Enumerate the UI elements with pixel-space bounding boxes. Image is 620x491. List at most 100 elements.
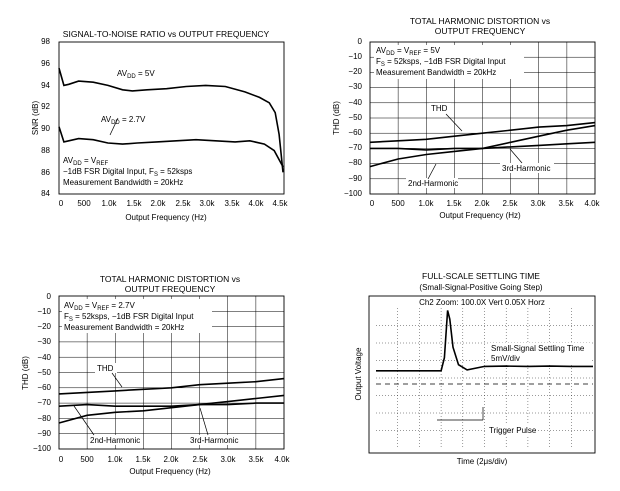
thd-5v-y-tick-label: −20 bbox=[348, 67, 362, 76]
thd-2v7-3rd-label: 3rd-Harmonic bbox=[190, 436, 238, 445]
thd-2v7-3rd-harmonic-curve bbox=[58, 402, 284, 407]
thd-5v-condition-2: FS = 52ksps, −1dB FSR Digital Input bbox=[376, 57, 506, 68]
snr-x-ticks: 0 500 1.0k 1.5k 2.0k 2.5k 3.0k 3.5k 4.0k… bbox=[59, 199, 289, 208]
thd-2v7-conditions-box bbox=[62, 299, 212, 333]
thd-5v-plot-frame bbox=[369, 41, 596, 195]
thd-5v-label-bg bbox=[429, 103, 451, 113]
snr-x-tick-label: 0 bbox=[59, 199, 64, 208]
thd-2v7-x-tick-label: 1.5k bbox=[135, 455, 151, 464]
thd-5v-curves bbox=[369, 121, 596, 168]
snr-y-tick-label: 88 bbox=[41, 146, 50, 155]
thd-5v-y-tick-label: −60 bbox=[348, 128, 362, 137]
snr-x-tick-label: 1.5k bbox=[126, 199, 142, 208]
thd-2v7-y-ticks: 0 −10 −20 −30 −40 −50 −60 −70 −80 −90 −1… bbox=[33, 292, 52, 453]
scope-curves bbox=[376, 310, 593, 372]
thd-2v7-subtitle: OUTPUT FREQUENCY bbox=[125, 284, 216, 294]
snr-chart: SIGNAL-TO-NOISE RATIO vs OUTPUT FREQUENC… bbox=[31, 29, 289, 222]
thd-5v-y-tick-label: −100 bbox=[344, 189, 363, 198]
thd-5v-y-tick-label: −30 bbox=[348, 82, 362, 91]
scope-annotation-title: Small-Signal Settling Time bbox=[491, 344, 585, 353]
thd-5v-x-tick-label: 1.0k bbox=[418, 199, 434, 208]
snr-y-ticks: 98 96 94 92 90 88 86 84 bbox=[41, 37, 50, 198]
thd-5v-x-tick-label: 0 bbox=[370, 199, 375, 208]
snr-series-label-5v: AVDD = 5V bbox=[117, 69, 155, 80]
snr-curve-5v bbox=[58, 67, 284, 173]
thd-5v-thd-curve bbox=[369, 121, 596, 144]
snr-plot-frame bbox=[58, 41, 285, 195]
snr-y-tick-label: 86 bbox=[41, 168, 50, 177]
thd-5v-thd-leader bbox=[445, 113, 463, 132]
thd-5v-chart: TOTAL HARMONIC DISTORTION vs OUTPUT FREQ… bbox=[332, 16, 601, 220]
thd-2v7-y-tick-label: −70 bbox=[37, 398, 51, 407]
thd-5v-x-tick-label: 1.5k bbox=[446, 199, 462, 208]
thd-2v7-y-axis-label: THD (dB) bbox=[21, 356, 30, 390]
scope-header: Ch2 Zoom: 100.0X Vert 0.05X Horz bbox=[419, 298, 545, 307]
thd-2v7-condition-3: Measurement Bandwidth = 20kHz bbox=[64, 323, 184, 332]
thd-2v7-curves bbox=[58, 377, 285, 424]
thd-5v-x-tick-label: 500 bbox=[391, 199, 405, 208]
thd-2v7-x-tick-label: 500 bbox=[80, 455, 94, 464]
trigger-pulse-label: Trigger Pulse bbox=[489, 426, 537, 435]
snr-condition-2: −1dB FSR Digital Input, FS = 52ksps bbox=[63, 167, 192, 178]
thd-2v7-thd-label: THD bbox=[97, 364, 114, 373]
thd-5v-y-axis-label: THD (dB) bbox=[332, 101, 341, 135]
thd-5v-x-tick-label: 2.5k bbox=[502, 199, 518, 208]
thd-5v-label-bg bbox=[406, 178, 458, 188]
thd-5v-y-tick-label: −10 bbox=[348, 52, 362, 61]
settling-chart: FULL-SCALE SETTLING TIME (Small-Signal-P… bbox=[354, 271, 596, 466]
snr-x-tick-label: 2.5k bbox=[175, 199, 191, 208]
settling-y-axis-label: Output Voltage bbox=[354, 347, 363, 400]
thd-2v7-3rd-leader bbox=[199, 407, 209, 436]
thd-5v-3rd-label: 3rd-Harmonic bbox=[502, 164, 550, 173]
thd-5v-title: TOTAL HARMONIC DISTORTION vs bbox=[410, 16, 550, 26]
settling-trace bbox=[376, 310, 593, 372]
thd-5v-2nd-leader bbox=[427, 163, 437, 180]
snr-x-tick-label: 3.0k bbox=[199, 199, 215, 208]
thd-2v7-2nd-label: 2nd-Harmonic bbox=[90, 436, 140, 445]
thd-5v-2nd-label: 2nd-Harmonic bbox=[408, 179, 458, 188]
thd-5v-y-tick-label: 0 bbox=[358, 37, 363, 46]
thd-5v-x-ticks: 0 500 1.0k 1.5k 2.0k 2.5k 3.0k 3.5k 4.0k bbox=[370, 199, 601, 208]
snr-curve-2v7 bbox=[58, 126, 284, 168]
trigger-label-bg bbox=[486, 425, 536, 435]
thd-5v-condition-3: Measurement Bandwidth = 20kHz bbox=[376, 68, 496, 77]
thd-2v7-2nd-harmonic-curve bbox=[58, 394, 285, 424]
thd-2v7-y-tick-label: −90 bbox=[37, 429, 51, 438]
thd-5v-condition-1: AVDD = VREF = 5V bbox=[376, 46, 441, 57]
snr-condition-1: AVDD = VREF bbox=[63, 156, 109, 167]
thd-2v7-y-tick-label: −40 bbox=[37, 353, 51, 362]
thd-2v7-thd-leader bbox=[111, 372, 123, 388]
snr-y-tick-label: 94 bbox=[41, 81, 50, 90]
thd-5v-y-tick-label: −90 bbox=[348, 174, 362, 183]
thd-2v7-2nd-leader bbox=[73, 405, 95, 436]
snr-y-tick-label: 90 bbox=[41, 124, 50, 133]
thd-2v7-label-bg bbox=[88, 435, 142, 445]
thd-2v7-condition-2: FS = 52ksps, −1dB FSR Digital Input bbox=[64, 312, 194, 323]
scope-annotation-box bbox=[488, 343, 592, 363]
settling-title: FULL-SCALE SETTLING TIME bbox=[422, 271, 540, 281]
snr-x-tick-label: 2.0k bbox=[150, 199, 166, 208]
thd-2v7-chart: TOTAL HARMONIC DISTORTION vs OUTPUT FREQ… bbox=[21, 274, 291, 476]
thd-5v-3rd-leader bbox=[509, 148, 523, 164]
thd-5v-x-tick-label: 3.0k bbox=[530, 199, 546, 208]
snr-y-tick-label: 92 bbox=[41, 102, 50, 111]
thd-2v7-y-tick-label: −80 bbox=[37, 414, 51, 423]
thd-5v-conditions-box bbox=[374, 45, 524, 79]
snr-x-tick-label: 4.5k bbox=[272, 199, 288, 208]
settling-x-axis-label: Time (2μs/div) bbox=[457, 457, 508, 466]
snr-series-label-2v7: AVDD = 2.7V bbox=[101, 115, 146, 126]
thd-2v7-y-tick-label: −30 bbox=[37, 337, 51, 346]
snr-series-leader bbox=[109, 117, 119, 136]
thd-2v7-x-tick-label: 3.0k bbox=[220, 455, 236, 464]
thd-2v7-x-tick-label: 1.0k bbox=[107, 455, 123, 464]
thd-5v-x-tick-label: 4.0k bbox=[584, 199, 600, 208]
snr-x-tick-label: 1.0k bbox=[101, 199, 117, 208]
thd-2v7-x-tick-label: 2.0k bbox=[163, 455, 179, 464]
snr-y-tick-label: 96 bbox=[41, 59, 50, 68]
thd-2v7-title: TOTAL HARMONIC DISTORTION vs bbox=[100, 274, 240, 284]
snr-curves bbox=[58, 67, 284, 173]
scope-grid bbox=[376, 308, 593, 448]
thd-2v7-y-tick-label: −20 bbox=[37, 322, 51, 331]
snr-x-tick-label: 4.0k bbox=[248, 199, 264, 208]
thd-2v7-plot-frame bbox=[58, 295, 285, 450]
